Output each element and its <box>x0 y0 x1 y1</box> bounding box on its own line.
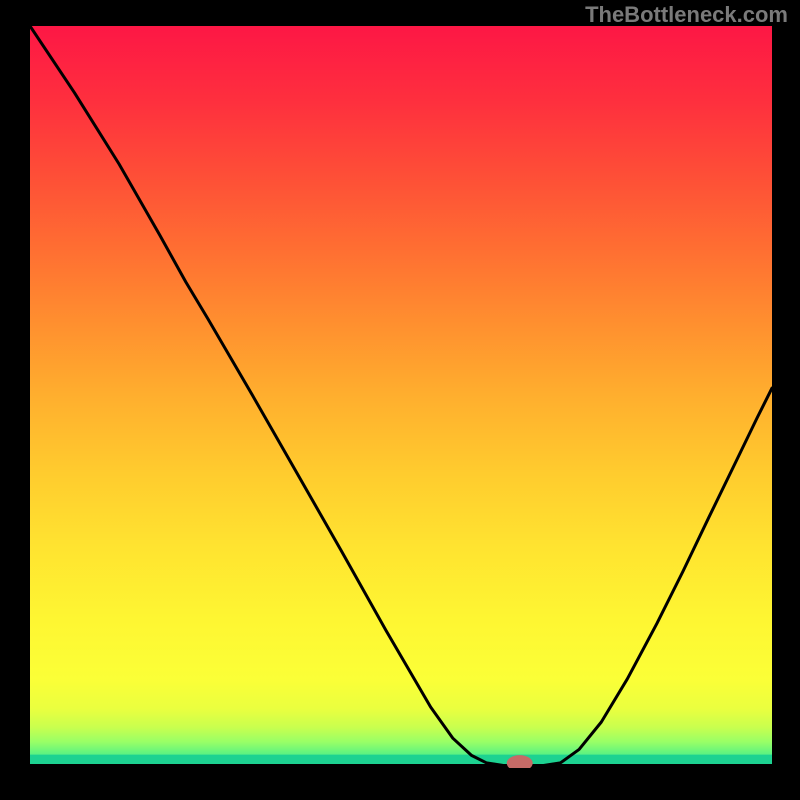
plot-svg <box>30 26 772 768</box>
bottleneck-plot <box>30 26 772 768</box>
watermark-text: TheBottleneck.com <box>585 2 788 28</box>
root: TheBottleneck.com <box>0 0 800 800</box>
